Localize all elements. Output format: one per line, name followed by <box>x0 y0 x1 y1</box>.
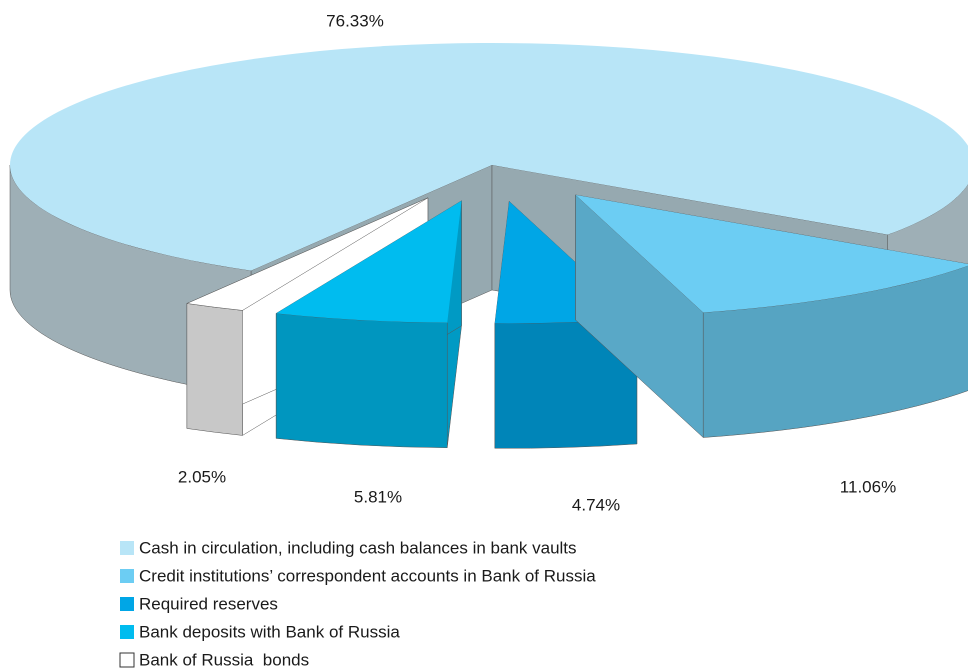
legend-label: Bank deposits with Bank of Russia <box>139 622 400 641</box>
slice-side <box>186 303 243 436</box>
legend-label: Cash in circulation, including cash bala… <box>139 538 577 557</box>
slice <box>275 200 462 448</box>
slice-top <box>186 197 429 311</box>
legend-swatch <box>119 652 135 668</box>
legend-label: Credit institutions’ correspondent accou… <box>139 566 596 585</box>
pie <box>9 43 968 449</box>
legend-swatch <box>120 569 134 583</box>
data-label: 2.05% <box>178 467 226 486</box>
legend-swatch <box>120 597 134 611</box>
data-label: 5.81% <box>354 487 402 506</box>
slice-top <box>276 200 462 323</box>
slice-top <box>575 194 968 313</box>
slice <box>575 194 968 439</box>
legend-label: Bank of Russia bonds <box>139 650 309 669</box>
data-label: 4.74% <box>572 495 620 514</box>
data-label: 76.33% <box>326 11 384 30</box>
legend-swatch <box>120 625 134 639</box>
slice <box>494 200 638 449</box>
slice-side <box>275 313 448 448</box>
data-label: 11.06% <box>840 477 896 496</box>
legend-label: Required reserves <box>139 594 278 613</box>
slice-top <box>10 43 968 271</box>
legend-swatch <box>120 541 134 555</box>
